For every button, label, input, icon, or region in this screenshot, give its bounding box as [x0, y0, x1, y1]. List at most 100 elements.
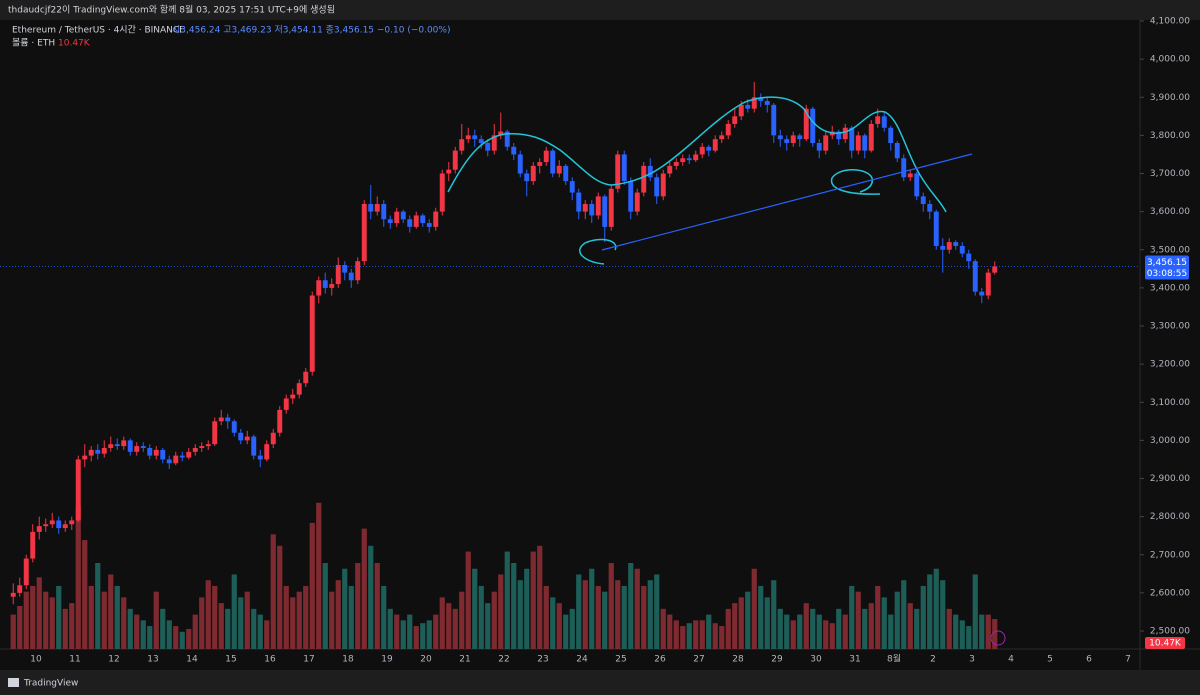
candle-body	[290, 394, 296, 399]
candle-body	[543, 150, 549, 163]
candle-body	[491, 135, 497, 151]
candle-body	[784, 139, 790, 143]
header: thdaudcjf22이 TradingView.com와 함께 8월 03, …	[8, 4, 335, 16]
volume-legend: 볼륨 · ETH	[12, 38, 55, 49]
volume-bar	[127, 608, 133, 649]
candle-body	[738, 104, 744, 117]
candle-body	[751, 97, 757, 109]
volume-bar	[23, 591, 29, 649]
candle-body	[517, 154, 523, 174]
candle-body	[868, 123, 874, 151]
volume-bar	[342, 568, 348, 649]
candle-body	[602, 196, 608, 227]
volume-bar	[582, 580, 588, 649]
volume-bar	[745, 591, 751, 649]
volume-bar	[101, 591, 107, 649]
candle-body	[420, 215, 426, 224]
volume-bar	[290, 597, 296, 649]
volume-bar	[478, 585, 484, 649]
volume-bar	[810, 608, 816, 649]
volume-bar	[855, 591, 861, 649]
candle-body	[82, 455, 88, 460]
candle-body	[686, 158, 692, 161]
candle-body	[621, 154, 627, 182]
y-tick-label: 2,800.00	[1150, 512, 1190, 522]
volume-bar	[309, 522, 315, 649]
candle-body	[979, 291, 985, 296]
trend-line	[601, 153, 973, 251]
volume-bar	[868, 603, 874, 649]
volume-bar	[374, 563, 380, 649]
candle-body	[959, 245, 965, 254]
volume-bar	[62, 608, 68, 649]
volume-bar	[140, 620, 146, 649]
candle-body	[537, 162, 543, 166]
volume-bar	[849, 585, 855, 649]
volume-bar	[173, 626, 179, 649]
x-tick-label: 31	[849, 655, 860, 665]
volume-bar	[946, 608, 952, 649]
candle-body	[270, 432, 276, 445]
x-tick-label: 24	[576, 655, 588, 665]
y-tick-label: 3,000.00	[1150, 436, 1190, 446]
candle-body	[933, 211, 939, 246]
volume-bar	[498, 574, 504, 649]
volume-bar	[816, 614, 822, 649]
candle-body	[719, 135, 725, 140]
volume-bar	[43, 591, 49, 649]
volume-bar	[758, 585, 764, 649]
candle-body	[303, 371, 309, 384]
volume-bar	[725, 608, 731, 649]
volume-bar	[387, 608, 393, 649]
volume-bar	[556, 603, 562, 649]
candle-body	[238, 432, 244, 441]
candle-body	[36, 526, 42, 532]
candle-body	[348, 272, 354, 281]
volume-bar	[433, 614, 439, 649]
volume-bar	[368, 545, 374, 649]
volume-bar	[283, 585, 289, 649]
candle-body	[673, 162, 679, 166]
candle-body	[23, 558, 29, 586]
candle-body	[485, 143, 491, 151]
candle-body	[335, 265, 341, 285]
volume-bar	[179, 631, 185, 649]
volume-bar	[504, 551, 510, 649]
volume-bar	[706, 614, 712, 649]
x-tick-label: 22	[498, 655, 509, 665]
candle-body	[257, 455, 263, 460]
volume-bar	[940, 580, 946, 649]
volume-bar	[972, 574, 978, 649]
volume-bar	[10, 614, 16, 649]
volume-bar	[836, 608, 842, 649]
volume-bar	[732, 603, 738, 649]
candle-body	[498, 131, 504, 136]
volume-bar	[881, 597, 887, 649]
candle-body	[322, 280, 328, 288]
volume-bar	[420, 623, 426, 649]
volume-bar	[459, 591, 465, 649]
candle-body	[556, 165, 562, 174]
alert-icon	[990, 630, 1006, 646]
volume-bar	[147, 626, 153, 649]
volume-bar	[270, 534, 276, 649]
volume-bar	[348, 585, 354, 649]
volume-bar	[485, 603, 491, 649]
last-price-box	[1145, 255, 1189, 280]
candle-body	[582, 204, 588, 212]
volume-bar	[543, 585, 549, 649]
candle-body	[881, 116, 887, 128]
volume-bar	[472, 568, 478, 649]
candle-body	[569, 181, 575, 193]
candle-body	[745, 104, 751, 109]
y-tick-label: 3,900.00	[1150, 93, 1190, 103]
x-tick-label: 2	[930, 655, 936, 665]
volume-bar	[537, 545, 543, 649]
candle-body	[576, 192, 582, 212]
candle-body	[615, 154, 621, 189]
volume-bar	[95, 563, 101, 649]
footer-bar	[0, 670, 1200, 695]
volume-bar	[680, 626, 686, 649]
volume-bar	[296, 591, 302, 649]
